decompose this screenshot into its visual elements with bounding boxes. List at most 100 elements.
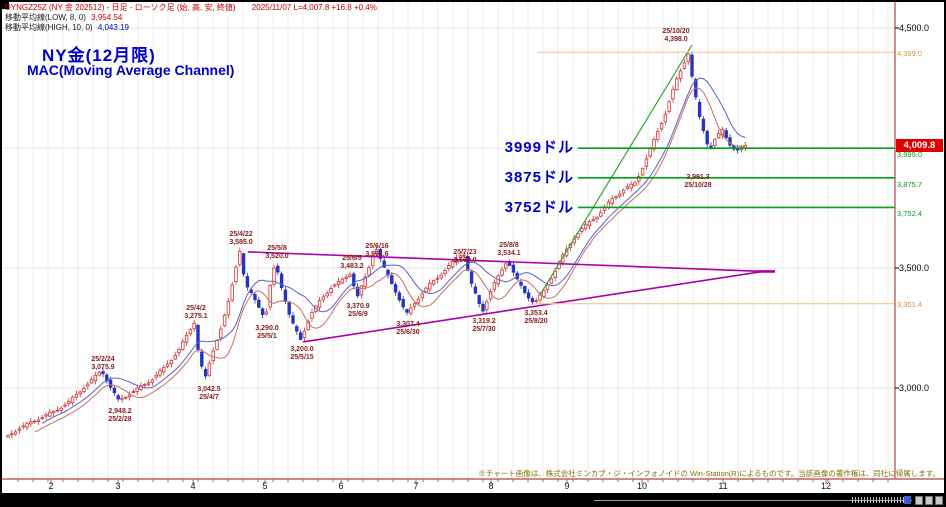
window-border-top	[0, 0, 946, 2]
ma-low-label: 移動平均線(LOW, 8, 0)	[5, 13, 86, 22]
swing-annotation-low: 3,370.9 25/6/9	[346, 303, 369, 319]
scrollbar-track[interactable]	[594, 500, 912, 501]
x-axis-month-12: 12	[820, 481, 832, 491]
annotation-line1: 3,200.0	[290, 346, 314, 353]
window-corner-square	[0, 0, 9, 9]
axis-label-3,752.4: 3,752.4	[897, 209, 923, 219]
chart-title: NY金(12月限)	[42, 46, 156, 65]
x-axis-month-3: 3	[115, 481, 121, 491]
x-axis-month-11: 11	[718, 481, 728, 491]
ma-low-legend: 移動平均線(LOW, 8, 0) 3,954.54	[5, 12, 122, 23]
annotation-line1: 2,948.2	[108, 408, 132, 415]
y-axis-tick-3,000.0: 3,000.0	[899, 383, 930, 393]
trendline-triangle-upper	[247, 251, 764, 273]
scrollbar-button-3[interactable]	[935, 496, 943, 505]
annotation-line2: 25/2/28	[108, 416, 132, 423]
x-axis-month-4: 4	[190, 481, 196, 491]
annotation-line1: 25/8/8	[499, 242, 519, 249]
scrollbar-button-2[interactable]	[925, 496, 933, 505]
ma-low-line	[34, 87, 746, 433]
ma-low-value: 3,954.54	[91, 13, 123, 22]
ma-high-value: 4,043.19	[97, 23, 129, 32]
level-label-3752: 3752ドル	[504, 199, 574, 216]
annotation-line1: 3,353.4	[524, 310, 548, 317]
annotation-line1: 3,307.4	[396, 321, 420, 328]
level-label-3875: 3875ドル	[504, 169, 574, 186]
swing-annotation-low: 3,319.2 25/7/30	[472, 318, 495, 334]
swing-annotation-high: 25/6/16 3,591.6	[365, 243, 388, 259]
swing-annotation-high: 25/7/23 3,569.0	[453, 249, 476, 265]
annotation-line1: 25/10/20	[662, 28, 690, 35]
axis-label-3,875.7: 3,875.7	[897, 179, 923, 189]
annotation-line1: 25/4/22	[229, 231, 253, 238]
annotation-line2: 3,585.0	[229, 239, 253, 246]
current-price-badge: 4,009.8	[896, 139, 943, 152]
annotation-line1: 25/4/2	[186, 305, 206, 312]
annotation-line1: 3,319.2	[472, 318, 496, 325]
annotation-line1: 3,991.3	[686, 174, 710, 181]
swing-annotation-high: 25/4/2 3,275.1	[184, 305, 207, 321]
x-axis-month-10: 10	[636, 481, 648, 491]
annotation-line2: 3,569.0	[453, 257, 477, 264]
x-axis-month-2: 2	[48, 481, 54, 491]
annotation-line2: 3,520.0	[265, 253, 289, 260]
annotation-line1: 25/2/24	[91, 356, 115, 363]
annotation-line1: 25/7/23	[453, 249, 477, 256]
annotation-line2: 25/6/9	[348, 311, 368, 318]
swing-annotation-low: 3,353.4 25/8/20	[524, 310, 547, 326]
y-axis-tick-3,500.0: 3,500.0	[899, 263, 930, 273]
ma-high-line	[41, 77, 746, 424]
x-axis-month-9: 9	[564, 481, 570, 491]
quote-info: 2025/11/07 L=4,007.8 +16.8 +0.4%	[251, 3, 377, 12]
swing-annotation-high: 25/4/22 3,585.0	[229, 231, 252, 247]
annotation-line1: 3,042.5	[197, 386, 221, 393]
swing-annotation-high: 25/6/5 3,483.2	[340, 255, 363, 271]
bottom-scrollbar-area	[0, 493, 946, 507]
window-border-left	[0, 0, 2, 507]
axis-label-4,399.0: 4,399.0	[897, 48, 923, 58]
annotation-line2: 3,534.1	[497, 250, 521, 257]
annotation-line2: 25/8/20	[524, 318, 548, 325]
swing-annotation-low: 3,042.5 25/4/7	[197, 386, 220, 402]
annotation-line1: 25/6/16	[365, 243, 389, 250]
annotation-line1: 25/5/8	[267, 245, 287, 252]
chart-subtitle: MAC(Moving Average Channel)	[27, 62, 235, 78]
annotation-line2: 25/5/1	[257, 333, 277, 340]
annotation-line1: 3,290.0	[255, 325, 279, 332]
copyright-note: ※チャート画像は、株式会社ミンカブ・ジ・インフォノイドの Win-Station…	[478, 469, 940, 478]
annotation-line2: 25/7/30	[472, 326, 496, 333]
annotation-line2: 3,591.6	[365, 251, 389, 258]
symbol-info: DYNGZ25Z (NY 金 202512) - 日足 - ローソク足 (始, …	[5, 3, 236, 12]
x-axis-month-6: 6	[338, 481, 344, 491]
swing-annotation-low: 3,307.4 25/6/30	[396, 321, 419, 337]
axis-label-3,999.0: 3,999.0	[897, 150, 923, 160]
scrollbar-thumb[interactable]	[904, 496, 911, 504]
annotation-line2: 25/6/30	[396, 329, 420, 336]
annotation-line2: 25/4/7	[199, 394, 219, 401]
annotation-line2: 25/5/15	[290, 354, 314, 361]
swing-annotation-high: 25/8/8 3,534.1	[497, 242, 520, 258]
x-axis-month-7: 7	[413, 481, 419, 491]
annotation-line2: 25/10/28	[684, 182, 712, 189]
annotation-line2: 3,275.1	[184, 313, 208, 320]
scrollbar-dotted-track[interactable]	[852, 497, 904, 503]
annotation-line1: 25/6/5	[342, 255, 362, 262]
ma-high-label: 移動平均線(HIGH, 10, 0)	[5, 23, 93, 32]
swing-annotation-low: 2,948.2 25/2/28	[108, 408, 131, 424]
trendline-rally-trendline	[539, 44, 693, 296]
swing-annotation-high: 25/10/20 4,398.0	[662, 28, 689, 44]
chart-header-line1: DYNGZ25Z (NY 金 202512) - 日足 - ローソク足 (始, …	[5, 2, 377, 13]
swing-annotation-low: 3,200.0 25/5/15	[290, 346, 313, 362]
annotation-line2: 4,398.0	[664, 36, 688, 43]
chart-frame	[2, 2, 944, 484]
gridlines	[2, 2, 895, 479]
swing-annotation-low: 3,991.3 25/10/28	[684, 174, 711, 190]
swing-annotation-high: 25/5/8 3,520.0	[265, 245, 288, 261]
scrollbar-button-1[interactable]	[915, 496, 923, 505]
annotation-line2: 3,075.9	[91, 364, 115, 371]
y-axis-tick-4,500.0: 4,500.0	[899, 23, 930, 33]
swing-annotation-low: 3,290.0 25/5/1	[255, 325, 278, 341]
axis-label-3,351.4: 3,351.4	[897, 300, 923, 310]
